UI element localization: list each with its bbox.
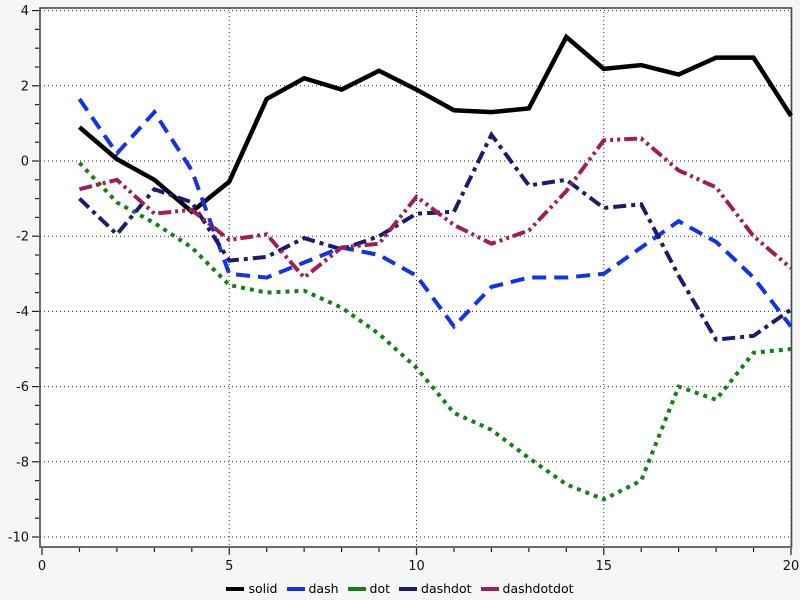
- y-tick-label: -8: [16, 455, 29, 470]
- legend-label-dot: dot: [369, 580, 391, 596]
- legend-label-solid: solid: [248, 580, 278, 596]
- x-tick-label: 15: [595, 559, 612, 574]
- legend-label-dashdot: dashdot: [421, 580, 472, 596]
- y-tick-label: -6: [16, 380, 29, 395]
- series-lines: [77, 33, 793, 502]
- y-tick-label: -10: [8, 531, 29, 546]
- axis-ticks: [32, 9, 792, 555]
- legend-label-dash: dash: [308, 580, 339, 596]
- y-tick-label: 2: [21, 79, 29, 94]
- legend-swatch-dash: [286, 587, 305, 591]
- series-line-dot: [77, 161, 792, 502]
- x-axis-labels: 0 5 10 15 20: [38, 559, 799, 574]
- series-line-dash: [77, 97, 793, 330]
- x-tick-label: 0: [38, 559, 46, 574]
- legend-item-dashdotdot: dashdotdot: [480, 580, 574, 596]
- y-tick-label: 4: [21, 4, 29, 19]
- legend-item-solid: solid: [226, 580, 278, 596]
- plot-area: [40, 8, 792, 547]
- chart-legend: solid dash dot dashdot dashdotdot: [0, 580, 800, 598]
- series-line-dashdotdot: [78, 136, 793, 281]
- y-tick-label: -4: [16, 305, 29, 320]
- series-line-solid: [77, 33, 793, 215]
- y-axis-labels: 4 2 0 -2 -4 -6 -8 -10: [8, 4, 29, 545]
- x-tick-label: 5: [225, 559, 233, 574]
- plot-frame: [39, 7, 793, 548]
- legend-item-dashdot: dashdot: [399, 580, 472, 596]
- y-tick-label: 0: [21, 155, 29, 170]
- legend-item-dash: dash: [286, 580, 339, 596]
- legend-swatch-dashdot: [399, 587, 418, 591]
- y-tick-label: -2: [16, 230, 29, 245]
- legend-label-dashdotdot: dashdotdot: [502, 580, 574, 596]
- x-tick-label: 10: [408, 559, 425, 574]
- legend-swatch-solid: [226, 587, 245, 591]
- legend-swatch-dot: [347, 587, 366, 591]
- legend-item-dot: dot: [347, 580, 391, 596]
- legend-swatch-dashdotdot: [480, 587, 499, 591]
- x-tick-label: 20: [783, 559, 800, 574]
